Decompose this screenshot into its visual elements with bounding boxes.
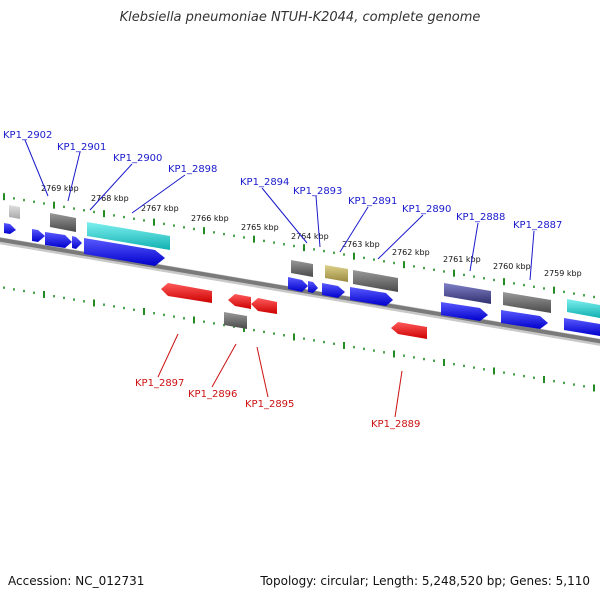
leader-line: [315, 195, 321, 248]
gene-labels-top: KP1_2902 KP1_2901 KP1_2900 KP1_2898 KP1_…: [3, 130, 562, 231]
ruler-labels: 2769 kbp 2768 kbp 2767 kbp 2766 kbp 2765…: [41, 184, 582, 278]
gene-feature-forward: [308, 281, 318, 293]
gene-label: KP1_2889: [371, 419, 420, 430]
gene-label: KP1_2890: [402, 204, 451, 215]
gene-feature-olive: [325, 265, 348, 282]
leader-line: [377, 214, 424, 260]
ruler-label: 2766 kbp: [191, 214, 229, 223]
gene-feature-reverse: [391, 322, 427, 339]
gene-label: KP1_2900: [113, 153, 162, 164]
gene-feature-gray: [503, 292, 551, 313]
ruler-label: 2767 kbp: [141, 204, 179, 213]
ruler-label: 2764 kbp: [291, 232, 329, 241]
ruler-label: 2769 kbp: [41, 184, 79, 193]
gene-label: KP1_2893: [293, 186, 342, 197]
leader-line: [24, 139, 49, 197]
gene-feature-gray: [353, 270, 398, 292]
gene-feature-forward: [322, 283, 345, 298]
gene-label: KP1_2888: [456, 212, 505, 223]
genome-summary-text: Topology: circular; Length: 5,248,520 bp…: [260, 574, 590, 588]
leader-line: [469, 222, 479, 272]
gene-label: KP1_2887: [513, 220, 562, 231]
ruler-label: 2762 kbp: [392, 248, 430, 257]
leader-line: [211, 343, 237, 388]
leader-line: [131, 174, 186, 214]
gene-feature-forward: [4, 223, 16, 234]
gene-feature-gray: [224, 312, 247, 329]
leader-line: [339, 206, 369, 253]
leader-line: [529, 230, 535, 281]
leader-line: [256, 346, 269, 398]
gene-label: KP1_2894: [240, 177, 289, 188]
gene-label: KP1_2891: [348, 196, 397, 207]
ruler-label: 2768 kbp: [91, 194, 129, 203]
gene-feature-reverse: [251, 298, 277, 314]
leader-lines-bottom: [157, 333, 403, 418]
accession-text: Accession: NC_012731: [8, 574, 145, 588]
ruler-ticks-bottom: [3, 286, 595, 392]
gene-label: KP1_2901: [57, 142, 106, 153]
gene-feature-reverse: [161, 283, 212, 303]
ruler-label: 2759 kbp: [544, 269, 582, 278]
gene-feature-gray: [291, 260, 313, 277]
gene-label: KP1_2895: [245, 399, 294, 410]
ruler-label: 2760 kbp: [493, 262, 531, 271]
gene-feature-cyan: [567, 299, 600, 318]
gene-feature-forward: [441, 302, 488, 321]
gene-label: KP1_2902: [3, 130, 52, 141]
leader-line: [67, 151, 81, 202]
ruler-label: 2765 kbp: [241, 223, 279, 232]
gene-feature-forward: [84, 238, 165, 266]
gene-feature-reverse: [228, 294, 251, 309]
gene-label: KP1_2897: [135, 378, 184, 389]
figure-title: Klebsiella pneumoniae NTUH-K2044, comple…: [119, 10, 481, 25]
gene-feature-forward: [72, 236, 82, 249]
gene-feature-forward: [564, 318, 600, 336]
ruler-label: 2763 kbp: [342, 240, 380, 249]
leader-line: [89, 163, 133, 211]
leader-line: [394, 370, 403, 418]
gene-feature-forward: [350, 287, 393, 306]
ruler-label: 2761 kbp: [443, 255, 481, 264]
gene-feature-forward: [288, 277, 308, 292]
leader-lines-top: [24, 139, 535, 281]
leader-line: [261, 187, 308, 244]
reverse-features: [161, 283, 427, 339]
gene-feature-navy: [444, 283, 491, 304]
gene-label: KP1_2896: [188, 389, 237, 400]
forward-features: [4, 205, 600, 336]
gene-feature-forward: [501, 310, 548, 329]
gene-label: KP1_2898: [168, 164, 217, 175]
gene-feature-forward: [32, 229, 45, 242]
ruler-ticks-top: [3, 193, 595, 299]
gene-feature-forward: [45, 232, 72, 248]
gene-feature-gray: [50, 213, 76, 232]
gene-feature-cyan: [87, 222, 170, 250]
gene-labels-bottom: KP1_2897 KP1_2896 KP1_2895 KP1_2889: [135, 378, 420, 430]
gene-feature-light: [9, 205, 20, 219]
leader-line: [157, 333, 179, 378]
